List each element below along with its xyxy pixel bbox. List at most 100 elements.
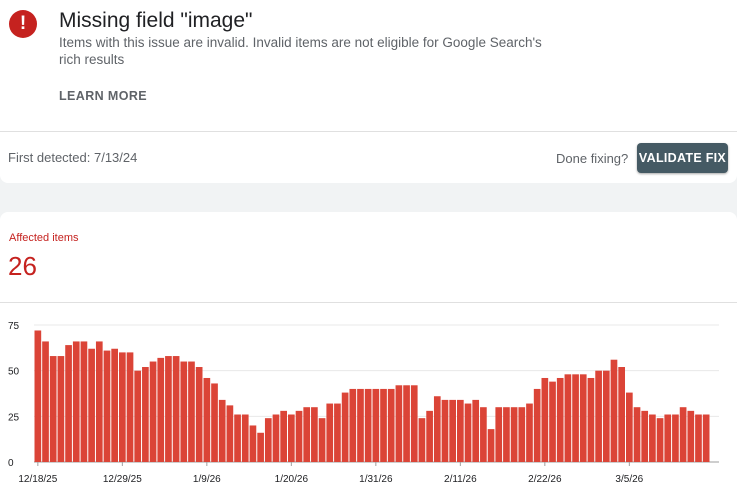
bar xyxy=(349,388,357,462)
first-detected-text: First detected: 7/13/24 xyxy=(8,150,138,165)
bar xyxy=(410,385,418,462)
bar xyxy=(180,361,188,462)
bar xyxy=(449,399,456,462)
bar xyxy=(403,385,410,462)
bar xyxy=(257,432,264,462)
bar xyxy=(610,359,618,462)
bar xyxy=(318,418,326,462)
y-tick-label: 25 xyxy=(8,412,20,423)
bar xyxy=(503,407,510,462)
bar xyxy=(510,407,518,462)
bar xyxy=(72,341,80,462)
y-tick-label: 0 xyxy=(8,458,14,469)
x-tick-label: 2/11/26 xyxy=(444,474,477,485)
x-tick-label: 1/31/26 xyxy=(359,474,393,485)
bar xyxy=(203,377,211,462)
bar xyxy=(587,377,595,462)
bar xyxy=(656,418,664,462)
affected-items-label: Affected items xyxy=(9,232,79,244)
issue-card: ! Missing field "image" Items with this … xyxy=(0,0,737,183)
bar xyxy=(518,407,526,462)
bar xyxy=(641,410,649,462)
chart-card: Affected items 26 0 25 50 75 12/18/25 12/29/2… xyxy=(0,212,737,490)
bar xyxy=(126,352,134,462)
bar xyxy=(165,356,172,462)
bar xyxy=(533,388,541,462)
bar xyxy=(687,410,695,462)
affected-items-count: 26 xyxy=(8,251,37,281)
bar xyxy=(526,403,533,462)
bar xyxy=(341,392,349,462)
affected-items-bar-chart: 0 25 50 75 12/18/25 12/29/25 1/9/26 1/20/26 1/31… xyxy=(8,321,719,485)
bar xyxy=(280,410,287,462)
bar xyxy=(418,418,426,462)
bar xyxy=(65,345,72,462)
y-tick-label: 50 xyxy=(8,367,20,378)
bar xyxy=(357,388,364,462)
bar xyxy=(88,348,95,462)
divider xyxy=(0,131,737,132)
bar xyxy=(480,407,487,462)
bar xyxy=(464,403,472,462)
error-icon: ! xyxy=(9,10,37,38)
bar xyxy=(288,414,295,462)
x-tick-label: 3/5/26 xyxy=(615,474,643,485)
bar xyxy=(556,377,564,462)
bar xyxy=(119,352,126,462)
bar xyxy=(295,410,303,462)
bar xyxy=(49,356,57,462)
bar xyxy=(241,414,249,462)
bar xyxy=(326,403,334,462)
bar xyxy=(695,414,702,462)
bar xyxy=(188,361,195,462)
done-fixing-label: Done fixing? xyxy=(556,151,629,166)
bar xyxy=(303,407,311,462)
bar xyxy=(387,388,395,462)
x-tick-label: 12/29/25 xyxy=(103,474,142,485)
bar xyxy=(372,388,380,462)
bar xyxy=(103,350,111,462)
bar xyxy=(234,414,241,462)
bar xyxy=(172,356,180,462)
bar xyxy=(564,374,572,462)
y-tick-label: 75 xyxy=(8,321,20,332)
bar xyxy=(426,410,433,462)
bar xyxy=(42,341,49,462)
bar xyxy=(549,381,556,462)
bar xyxy=(195,367,203,462)
validate-fix-button[interactable]: VALIDATE FIX xyxy=(637,143,728,173)
bar xyxy=(95,341,103,462)
bar xyxy=(572,374,579,462)
bar xyxy=(602,370,610,462)
bar xyxy=(311,407,318,462)
x-tick-label: 12/18/25 xyxy=(18,474,57,485)
bar xyxy=(272,414,280,462)
bar xyxy=(472,399,480,462)
bar xyxy=(633,407,641,462)
bar xyxy=(457,399,464,462)
bar xyxy=(134,370,142,462)
bar xyxy=(226,405,234,462)
bar xyxy=(487,429,495,462)
bar xyxy=(80,341,88,462)
bar xyxy=(626,392,633,462)
bar xyxy=(364,388,372,462)
bar xyxy=(649,414,656,462)
issue-title: Missing field "image" xyxy=(59,9,253,32)
bar xyxy=(111,348,118,462)
bar xyxy=(672,414,679,462)
bar xyxy=(595,370,602,462)
bar xyxy=(34,330,42,462)
bar xyxy=(541,377,549,462)
learn-more-link[interactable]: LEARN MORE xyxy=(59,89,148,103)
x-tick-label: 2/22/26 xyxy=(528,474,562,485)
x-tick-label: 1/9/26 xyxy=(193,474,221,485)
bar xyxy=(380,388,387,462)
bar xyxy=(679,407,687,462)
bar xyxy=(433,396,441,462)
issue-description: Items with this issue are invalid. Inval… xyxy=(59,35,542,67)
bar xyxy=(57,356,65,462)
bar xyxy=(495,407,503,462)
bar xyxy=(664,414,672,462)
bar xyxy=(149,361,157,462)
